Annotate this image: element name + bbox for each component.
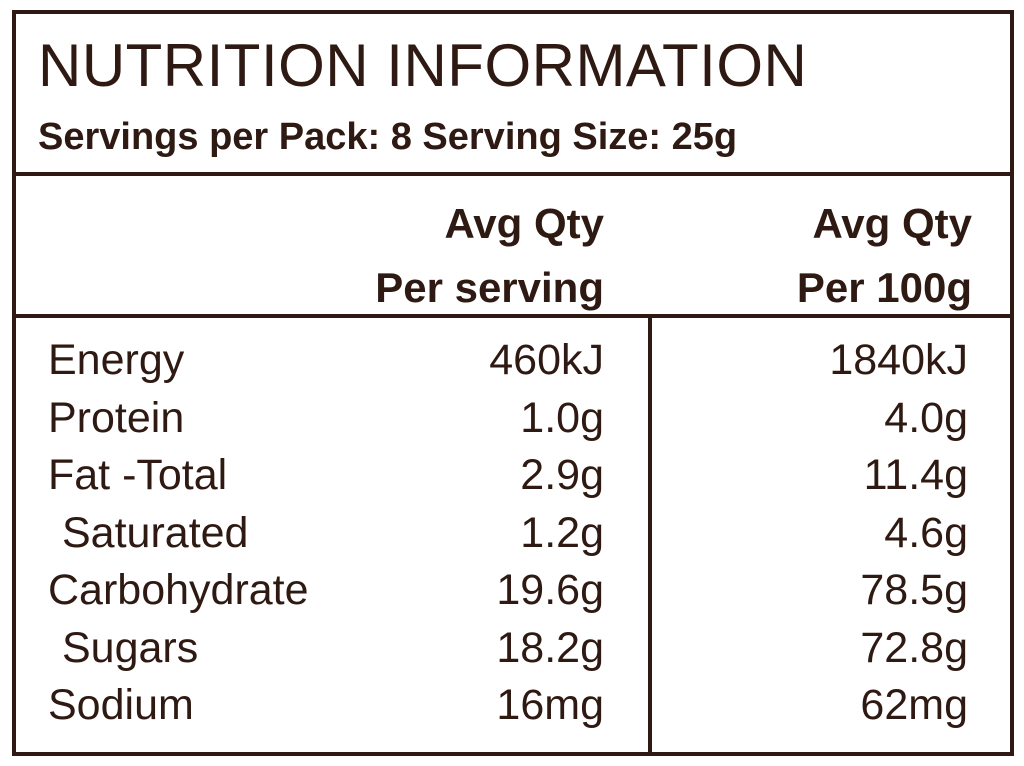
- value-per-100g: 72.8g: [860, 623, 968, 672]
- value-per-serving: 18.2g: [496, 623, 604, 672]
- panel-title: NUTRITION INFORMATION: [38, 32, 808, 99]
- value-per-serving: 2.9g: [520, 451, 604, 499]
- servings-subtitle: Servings per Pack: 8 Serving Size: 25g: [38, 116, 738, 158]
- value-per-serving: 16mg: [496, 681, 604, 729]
- table-row: Energy 460kJ 1840kJ: [16, 332, 1010, 390]
- table-row: Saturated 1.2g 4.6g: [16, 505, 1010, 563]
- column-header-line: Per serving: [375, 264, 604, 311]
- nutrient-label: Fat -Total: [48, 451, 228, 499]
- nutrient-label: Carbohydrate: [48, 566, 309, 614]
- nutrient-table: Energy 460kJ 1840kJ Protein 1.0g 4.0g Fa…: [16, 332, 1010, 735]
- value-per-serving: 1.0g: [520, 393, 604, 442]
- value-per-serving: 460kJ: [489, 336, 604, 384]
- column-header-line: Avg Qty: [444, 200, 604, 247]
- column-divider: [648, 318, 652, 752]
- nutrition-panel: NUTRITION INFORMATION Servings per Pack:…: [12, 10, 1014, 756]
- column-header-line: Avg Qty: [812, 200, 972, 247]
- value-per-100g: 4.0g: [884, 393, 968, 442]
- value-per-100g: 4.6g: [884, 508, 968, 557]
- value-per-100g: 11.4g: [863, 451, 968, 499]
- nutrient-label: Energy: [48, 336, 185, 384]
- table-row: Sugars 18.2g 72.8g: [16, 620, 1010, 678]
- column-header-per-100g: Avg Qty Per 100g: [797, 192, 972, 320]
- table-row: Sodium 16mg 62mg: [16, 677, 1010, 735]
- nutrient-label: Protein: [48, 393, 185, 442]
- nutrient-label: Sodium: [48, 681, 194, 729]
- column-header-line: Per 100g: [796, 264, 972, 311]
- table-row: Fat -Total 2.9g 11.4g: [16, 447, 1010, 505]
- nutrient-label: Saturated: [62, 508, 249, 557]
- table-divider: [16, 314, 1010, 318]
- table-row: Protein 1.0g 4.0g: [16, 390, 1010, 448]
- value-per-serving: 19.6g: [496, 566, 604, 614]
- column-header-per-serving: Avg Qty Per serving: [375, 192, 604, 320]
- value-per-100g: 78.5g: [860, 566, 968, 614]
- nutrient-label: Sugars: [62, 623, 199, 672]
- value-per-serving: 1.2g: [520, 508, 604, 557]
- table-row: Carbohydrate 19.6g 78.5g: [16, 562, 1010, 620]
- header-divider: [16, 172, 1010, 176]
- value-per-100g: 1840kJ: [829, 336, 968, 384]
- value-per-100g: 62mg: [860, 681, 968, 729]
